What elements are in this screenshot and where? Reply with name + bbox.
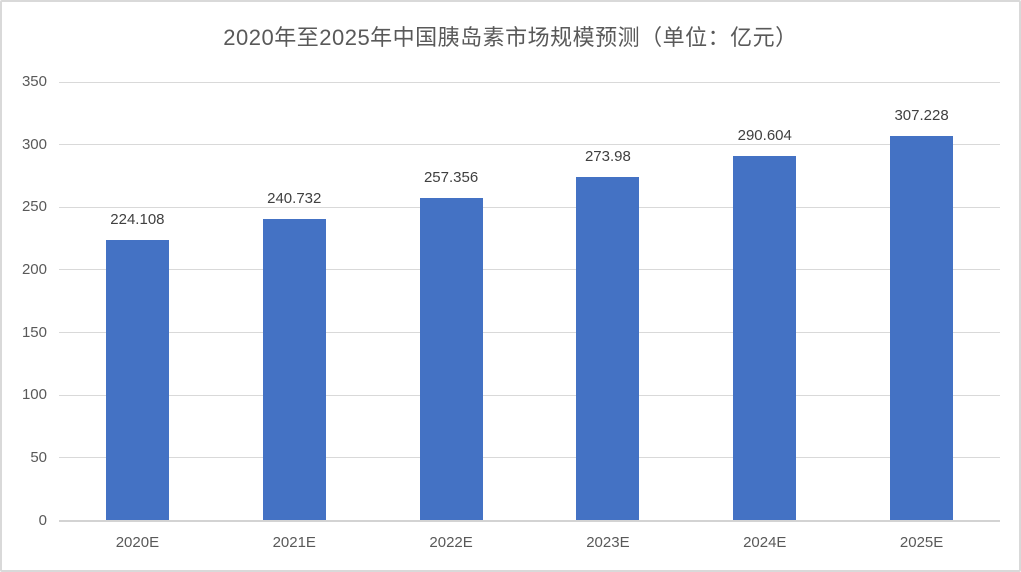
gridline-150 xyxy=(59,332,1000,334)
y-axis-tick-label: 200 xyxy=(21,260,47,278)
gridline-250 xyxy=(59,206,1000,208)
chart-title: 2020年至2025年中国胰岛素市场规模预测（单位：亿元） xyxy=(223,25,798,50)
bar-value-label-2020E: 224.108 xyxy=(110,210,165,228)
bar-2022E xyxy=(419,198,483,521)
gridline-300 xyxy=(59,144,1000,146)
y-axis-tick-label: 0 xyxy=(38,511,47,529)
gridline-200 xyxy=(59,269,1000,271)
bar-2023E xyxy=(576,177,640,521)
y-axis-tick-label: 300 xyxy=(21,135,47,153)
x-axis-category-label-2022E: 2022E xyxy=(429,534,473,551)
x-axis-category-label-2024E: 2024E xyxy=(743,534,787,551)
bar-value-label-2021E: 240.732 xyxy=(267,189,322,207)
x-axis-category-label-2020E: 2020E xyxy=(115,534,160,551)
bar-value-label-2023E: 273.98 xyxy=(584,148,631,166)
bar-value-label-2024E: 290.604 xyxy=(737,127,792,145)
y-axis-tick-label: 250 xyxy=(21,198,47,216)
y-axis-tick-label: 50 xyxy=(30,448,47,466)
bar-2024E xyxy=(733,156,797,521)
bar-2021E xyxy=(262,218,326,521)
x-axis-category-label-2021E: 2021E xyxy=(272,534,316,551)
x-axis-category-label-2023E: 2023E xyxy=(586,534,630,551)
gridline-350 xyxy=(59,81,1000,83)
x-axis-category-label-2025E: 2025E xyxy=(899,534,944,551)
bar-value-label-2022E: 257.356 xyxy=(423,169,479,187)
gridline-100 xyxy=(59,394,1000,396)
bar-2025E xyxy=(890,135,954,521)
x-axis-line xyxy=(59,520,1000,522)
bar-2020E xyxy=(105,239,169,521)
y-axis-tick-label: 350 xyxy=(21,73,47,90)
gridline-50 xyxy=(59,457,1000,459)
y-axis-tick-label: 150 xyxy=(21,323,47,341)
bar-value-label-2025E: 307.228 xyxy=(894,106,949,124)
y-axis-tick-label: 100 xyxy=(21,386,47,404)
